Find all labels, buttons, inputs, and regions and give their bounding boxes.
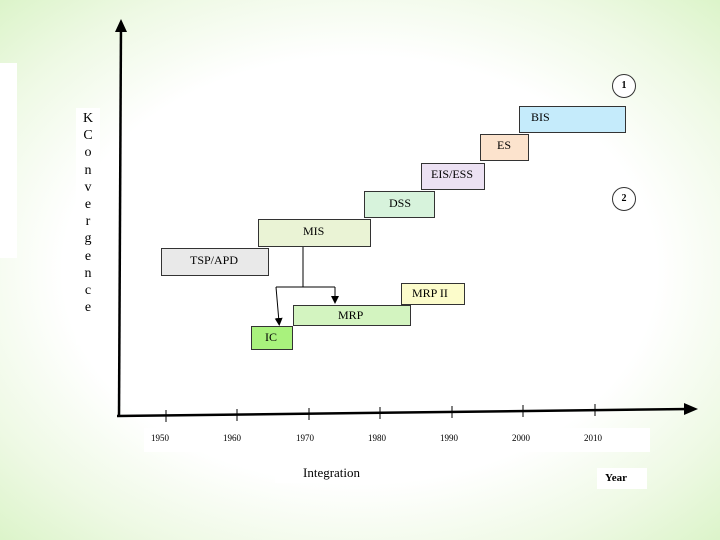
y-axis-letter: r [85,214,91,230]
tsp-apd-label: TSP/APD [190,253,239,267]
year-label-box: Year [597,468,647,489]
y-axis-letter: o [84,145,92,161]
year-tick-label: 1950 [151,433,169,443]
mis-connector [274,247,339,326]
y-axis-arrowhead [115,19,127,32]
ic-box: IC [251,326,293,350]
year-tick-label: 1990 [440,433,458,443]
mrp-box: MRP [293,305,411,326]
y-axis-letter: e [84,197,92,213]
y-axis-line [117,21,123,417]
left-margin-panel [0,63,17,258]
year-tick-label: 2000 [512,433,530,443]
y-axis-label: K C o n v e r g e n c e [76,108,100,345]
marker-two: 2 [612,187,636,211]
integration-label: Integration [303,465,361,480]
dss-box: DSS [364,191,435,218]
y-axis-letter: g [84,231,92,247]
mis-label: MIS [303,224,325,238]
x-axis-arrowhead [684,403,698,415]
y-axis-letter: e [84,300,92,316]
year-tick-label: 1960 [223,433,241,443]
marker-one: 1 [612,74,636,98]
x-axis-line [116,407,691,418]
year-label: Year [605,472,627,484]
eis-ess-label: EIS/ESS [431,167,474,181]
year-strip [144,428,650,452]
eis-ess-box: EIS/ESS [421,163,485,190]
y-axis-letter: v [84,179,92,195]
mrp-ii-label: MRP II [412,286,448,300]
y-axis-letter: e [84,248,92,264]
y-axis-letter: K [82,111,94,126]
mis-box: MIS [258,219,371,247]
bis-box: BIS [519,106,626,133]
integration-label-box: Integration [275,462,399,483]
mrp-label: MRP [338,308,364,322]
x-axis-ticks [165,404,596,422]
y-axis-letter: n [84,162,92,178]
year-tick-label: 1980 [368,433,386,443]
bis-label: BIS [531,110,550,124]
tsp-apd-box: TSP/APD [161,248,269,276]
y-axis-letter: C [83,128,93,144]
es-box: ES [480,134,529,161]
year-tick-label: 1970 [296,433,314,443]
dss-label: DSS [389,196,412,210]
es-label: ES [497,138,512,152]
year-tick-label: 2010 [584,433,602,443]
y-axis-letter: c [84,283,92,299]
mrp-ii-box: MRP II [401,283,465,305]
y-axis-letter: n [84,265,92,281]
ic-label: IC [265,330,277,344]
